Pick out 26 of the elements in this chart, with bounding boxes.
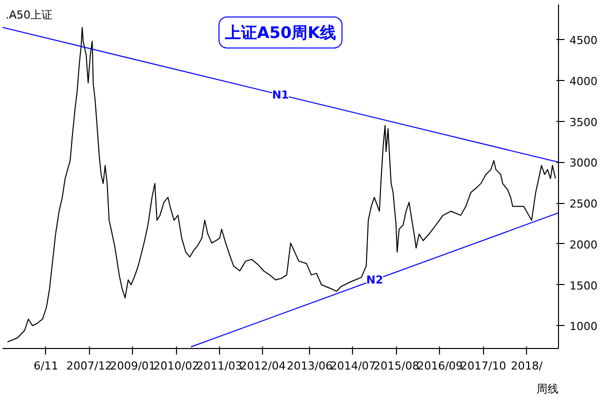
y-tick-label: 4000 xyxy=(570,74,598,88)
text: 上证A50周K线 xyxy=(224,23,336,42)
y-tick-label: 3500 xyxy=(570,116,598,129)
x-tick-label: 2016/09 xyxy=(417,360,463,372)
x-tick-label: 2011/03 xyxy=(196,360,242,372)
y-tick-label: 3000 xyxy=(570,156,598,170)
x-tick-label: 2007/12 xyxy=(66,360,112,372)
series-label: N2 xyxy=(366,273,384,286)
x-tick-label: 2015/08 xyxy=(374,360,420,372)
line-series xyxy=(6,26,556,342)
y-tick-label: 1500 xyxy=(570,279,598,292)
y-tick-label: 1000 xyxy=(570,320,598,334)
y-tick-label: 4500 xyxy=(570,34,598,48)
x-tick-label: 2010/02 xyxy=(153,360,200,372)
x-tick-label: 2009/01 xyxy=(110,360,156,372)
x-tick-label: 2013/06 xyxy=(286,360,332,372)
text: 周线 xyxy=(536,382,558,396)
x-tick-label: 2014/07 xyxy=(330,360,376,372)
annotation: .A50上证 xyxy=(6,8,53,22)
x-tick-label: 2012/04 xyxy=(240,360,286,372)
x-tick-label: 2018/ xyxy=(510,360,543,372)
series-label: N1 xyxy=(272,88,289,102)
x-tick-label: 2017/10 xyxy=(460,360,506,372)
y-tick-label: 2000 xyxy=(570,238,598,252)
y-tick-label: 2500 xyxy=(570,198,598,211)
x-tick-label: 6/11 xyxy=(34,360,58,372)
